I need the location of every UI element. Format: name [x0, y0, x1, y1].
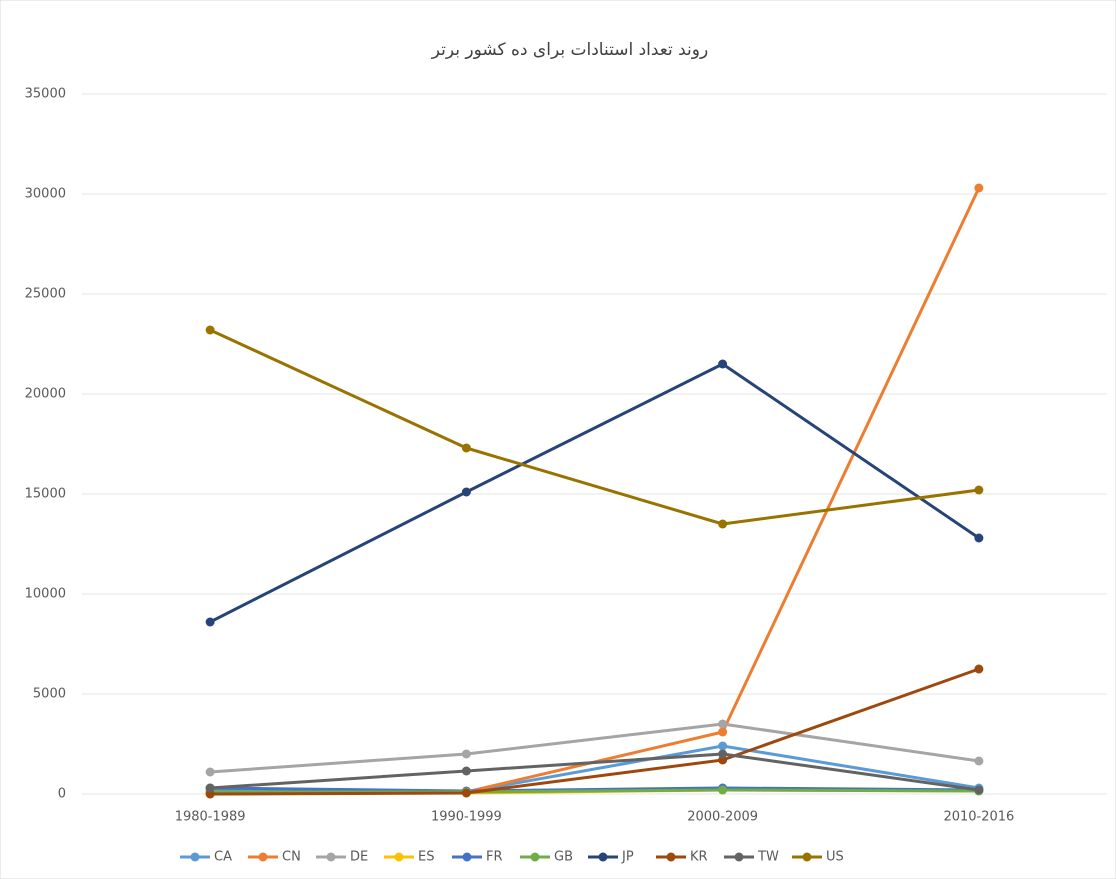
chart-title: روند تعداد استنادات برای ده کشور برتر	[431, 40, 708, 60]
legend-marker	[530, 852, 540, 862]
data-point	[974, 664, 984, 674]
series-line	[210, 667, 980, 796]
legend-marker	[462, 852, 472, 862]
legend-label: US	[826, 850, 844, 865]
series-line	[210, 722, 980, 774]
data-point	[461, 443, 471, 453]
data-point	[718, 719, 728, 729]
legend-marker	[258, 852, 268, 862]
legend-label: ES	[418, 850, 434, 865]
data-point	[461, 788, 471, 798]
legend-marker	[666, 852, 676, 862]
legend-label: FR	[486, 850, 503, 865]
legend-marker	[394, 852, 404, 862]
data-point	[718, 519, 728, 529]
data-point	[205, 617, 215, 627]
x-tick-label: 2000-2009	[687, 810, 758, 825]
data-point	[205, 767, 215, 777]
legend-label: DE	[350, 850, 368, 865]
y-tick-label: 25000	[25, 287, 66, 302]
y-tick-label: 0	[58, 787, 66, 802]
data-point	[974, 756, 984, 766]
data-point	[974, 183, 984, 193]
legend-marker	[190, 852, 200, 862]
legend-label: TW	[757, 850, 779, 865]
x-tick-label: 2010-2016	[943, 810, 1014, 825]
data-point	[718, 741, 728, 751]
data-point	[974, 533, 984, 543]
y-tick-label: 35000	[25, 87, 66, 102]
data-point	[974, 485, 984, 495]
y-tick-label: 5000	[33, 687, 66, 702]
legend-label: CN	[282, 850, 301, 865]
series-line	[209, 362, 980, 624]
data-point	[718, 359, 728, 369]
legend-marker	[802, 852, 812, 862]
legend-marker	[734, 852, 744, 862]
data-point	[461, 749, 471, 759]
y-tick-label: 10000	[25, 587, 66, 602]
legend-label: KR	[690, 850, 708, 865]
x-tick-label: 1980-1989	[175, 810, 246, 825]
y-tick-label: 15000	[25, 487, 66, 502]
y-tick-label: 30000	[25, 187, 66, 202]
legend-label: CA	[214, 850, 232, 865]
x-tick-label: 1990-1999	[431, 810, 502, 825]
y-tick-label: 20000	[25, 387, 66, 402]
data-point	[974, 785, 984, 795]
series-line	[210, 752, 980, 792]
legend-label: JP	[621, 850, 634, 865]
data-point	[718, 785, 728, 795]
legend-marker	[326, 852, 336, 862]
data-point	[718, 727, 728, 737]
data-point	[461, 487, 471, 497]
legend-label: GB	[554, 850, 573, 865]
legend-marker	[598, 852, 608, 862]
data-point	[718, 749, 728, 759]
data-point	[205, 783, 215, 793]
series-line	[209, 328, 980, 526]
data-point	[205, 325, 215, 335]
data-point	[461, 766, 471, 776]
